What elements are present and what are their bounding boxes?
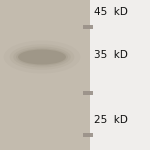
Ellipse shape	[13, 46, 71, 68]
FancyBboxPatch shape	[0, 0, 90, 150]
Bar	[82, 133, 93, 137]
Text: 25  kD: 25 kD	[94, 115, 128, 125]
FancyBboxPatch shape	[0, 0, 90, 150]
Ellipse shape	[10, 44, 74, 70]
Ellipse shape	[4, 40, 80, 74]
Ellipse shape	[18, 50, 66, 64]
Text: 45  kD: 45 kD	[94, 7, 128, 17]
FancyBboxPatch shape	[0, 0, 90, 150]
Text: 35  kD: 35 kD	[94, 51, 128, 60]
Ellipse shape	[16, 48, 68, 66]
Bar	[82, 91, 93, 95]
Bar	[82, 25, 93, 29]
